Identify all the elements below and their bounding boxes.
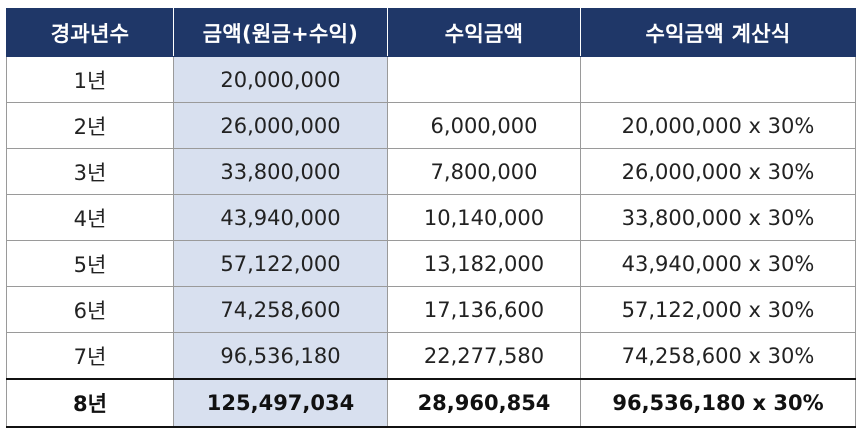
table-row: 2년 26,000,000 6,000,000 20,000,000 x 30% [6,102,856,149]
cell-profit: 7,800,000 [387,148,581,195]
cell-formula: 74,258,600 x 30% [580,332,856,380]
cell-year: 5년 [6,240,174,287]
cell-amount: 33,800,000 [173,148,388,195]
cell-formula: 57,122,000 x 30% [580,286,856,333]
table-row-final-year: 8년 125,497,034 28,960,854 96,536,180 x 3… [6,378,856,428]
cell-amount: 26,000,000 [173,102,388,149]
cell-year: 4년 [6,194,174,241]
table-row: 1년 20,000,000 [6,56,856,103]
table-row: 6년 74,258,600 17,136,600 57,122,000 x 30… [6,286,856,333]
cell-profit: 6,000,000 [387,102,581,149]
header-profit: 수익금액 [387,8,581,57]
cell-amount: 125,497,034 [173,378,388,428]
cell-profit: 13,182,000 [387,240,581,287]
cell-amount: 43,940,000 [173,194,388,241]
cell-year: 6년 [6,286,174,333]
table-header: 경과년수 금액(원금+수익) 수익금액 수익금액 계산식 [6,8,856,57]
cell-year: 2년 [6,102,174,149]
cell-formula: 20,000,000 x 30% [580,102,856,149]
cell-year: 8년 [6,378,174,428]
table-row: 3년 33,800,000 7,800,000 26,000,000 x 30% [6,148,856,195]
cell-year: 3년 [6,148,174,195]
cell-formula: 43,940,000 x 30% [580,240,856,287]
header-profit-formula: 수익금액 계산식 [580,8,856,57]
cell-profit: 10,140,000 [387,194,581,241]
table-row: 4년 43,940,000 10,140,000 33,800,000 x 30… [6,194,856,241]
header-amount: 금액(원금+수익) [173,8,388,57]
table-body: 1년 20,000,000 2년 26,000,000 6,000,000 20… [6,56,856,428]
cell-formula: 33,800,000 x 30% [580,194,856,241]
cell-profit [387,56,581,103]
table-row: 5년 57,122,000 13,182,000 43,940,000 x 30… [6,240,856,287]
header-row: 경과년수 금액(원금+수익) 수익금액 수익금액 계산식 [6,8,856,57]
header-years-elapsed: 경과년수 [6,8,174,57]
cell-amount: 74,258,600 [173,286,388,333]
cell-amount: 96,536,180 [173,332,388,380]
cell-profit: 17,136,600 [387,286,581,333]
cell-formula [580,56,856,103]
cell-amount: 20,000,000 [173,56,388,103]
cell-year: 1년 [6,56,174,103]
cell-formula: 96,536,180 x 30% [580,378,856,428]
cell-profit: 22,277,580 [387,332,581,380]
cell-formula: 26,000,000 x 30% [580,148,856,195]
table-row: 7년 96,536,180 22,277,580 74,258,600 x 30… [6,332,856,380]
cell-amount: 57,122,000 [173,240,388,287]
compound-interest-table: 경과년수 금액(원금+수익) 수익금액 수익금액 계산식 1년 20,000,0… [6,8,856,428]
cell-profit: 28,960,854 [387,378,581,428]
cell-year: 7년 [6,332,174,380]
